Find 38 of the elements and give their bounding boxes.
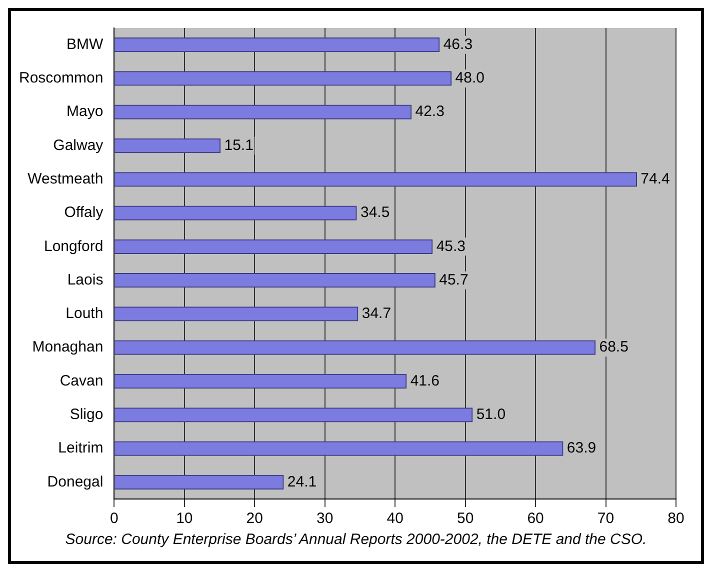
y-tick-label: Monaghan [32, 338, 104, 356]
y-tick-label: Leitrim [58, 440, 104, 457]
x-tick-label: 60 [527, 510, 544, 528]
data-label: 45.3 [436, 238, 466, 255]
x-tick-label: 70 [597, 510, 614, 528]
x-tick-label: 20 [246, 510, 263, 528]
data-label: 48.0 [455, 70, 484, 87]
y-tick-label: Laois [67, 271, 104, 288]
data-label: 34.7 [362, 305, 392, 322]
y-tick-label: Louth [66, 305, 104, 322]
x-tick-label: 10 [176, 510, 193, 528]
data-label: 68.5 [599, 338, 628, 356]
y-tick-label: Sligo [70, 406, 104, 424]
data-label: 42.3 [415, 103, 444, 120]
data-label: 51.0 [476, 406, 506, 424]
y-tick-label: Longford [44, 238, 104, 255]
y-tick-label: BMW [66, 36, 104, 53]
data-label: 74.4 [640, 170, 670, 188]
x-tick-label: 40 [386, 510, 404, 528]
y-tick-label: Westmeath [28, 170, 104, 188]
source-note: Source: County Enterprise Boards’ Annual Reports 2000-2002, the DETE and the CSO. [64, 531, 648, 548]
y-tick-label: Cavan [60, 372, 104, 390]
data-label: 41.6 [410, 372, 440, 390]
y-tick-label: Donegal [47, 473, 104, 490]
data-label: 46.3 [443, 36, 473, 53]
y-tick-label: Offaly [64, 204, 104, 222]
data-label: 24.1 [287, 473, 317, 490]
x-tick-label: 50 [456, 510, 474, 528]
x-tick-label: 80 [668, 510, 684, 528]
data-label: 45.7 [439, 271, 468, 288]
x-tick-label: 0 [110, 510, 118, 528]
y-tick-label: Mayo [66, 103, 104, 120]
data-label: 34.5 [360, 204, 390, 222]
y-tick-label: Galway [53, 136, 104, 154]
x-tick-label: 30 [316, 510, 334, 528]
y-tick-label: Roscommon [18, 70, 104, 87]
data-label: 63.9 [566, 440, 596, 457]
data-label: 15.1 [224, 136, 254, 154]
